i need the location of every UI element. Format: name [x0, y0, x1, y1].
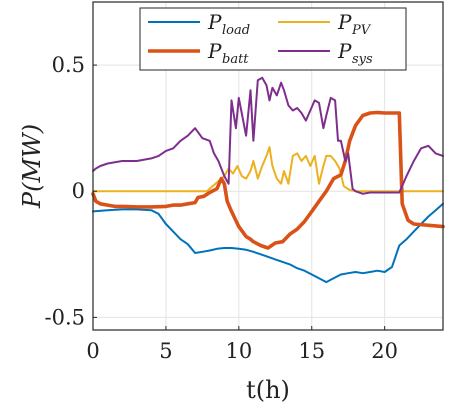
x-axis-title: t(h): [246, 376, 290, 404]
x-tick-label: 15: [298, 339, 325, 363]
x-tick-label: 0: [86, 339, 99, 363]
series-line-load: [92, 202, 444, 284]
axes-box: [92, 1, 444, 331]
x-tick-label: 5: [159, 339, 172, 363]
legend-label-batt: P: [207, 39, 222, 63]
y-tick-label: 0.5: [52, 53, 85, 77]
x-ticks: 0 5 10 15 20: [86, 326, 398, 363]
legend-label-sys: P: [337, 39, 352, 63]
legend-label-sub-load: load: [222, 23, 250, 38]
legend-label-sub-pv: PV: [351, 23, 372, 38]
legend-label-sub-batt: batt: [222, 52, 249, 67]
series-line-pv: [92, 146, 444, 193]
y-tick-label: 0: [72, 179, 85, 203]
x-tick-label: 20: [371, 339, 398, 363]
legend-box: [139, 7, 407, 71]
series-line-batt: [91, 110, 445, 250]
legend-label-pv: P: [337, 10, 352, 34]
y-tick-label: -0.5: [45, 305, 86, 329]
x-tick-label: 10: [225, 339, 252, 363]
series-line-sys: [92, 76, 444, 195]
y-axis-title: P(MW): [18, 124, 46, 209]
legend-label-load: P: [207, 10, 222, 34]
plot-area: [91, 76, 445, 284]
legend-label-sub-sys: sys: [352, 52, 373, 67]
y-ticks: -0.5 0 0.5: [45, 53, 97, 329]
